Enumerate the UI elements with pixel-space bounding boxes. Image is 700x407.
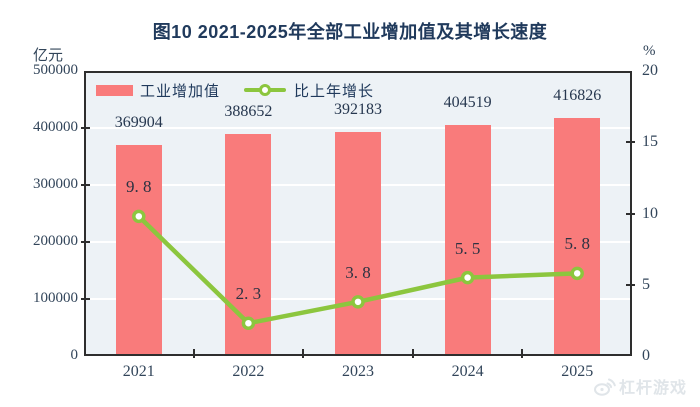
- line-point-label: 5. 5: [454, 238, 481, 258]
- right-axis-tick-label: 0: [642, 347, 650, 364]
- bar-value-label: 388652: [224, 103, 273, 121]
- x-axis-label-2025: 2025: [561, 363, 594, 380]
- x-axis-tick: [411, 349, 414, 358]
- watermark: 杠杆游戏: [594, 374, 687, 398]
- right-axis-tick: [626, 141, 635, 144]
- line-point-label: 9. 8: [126, 177, 152, 197]
- bar-value-label: 369904: [114, 114, 163, 132]
- weibo-icon: [594, 378, 616, 396]
- watermark-text: 杠杆游戏: [619, 380, 688, 397]
- left-axis-tick: [81, 127, 90, 129]
- x-axis-label-2023: 2023: [342, 363, 374, 380]
- y-axis-tick-label: 0: [70, 347, 79, 363]
- right-axis-tick: [626, 212, 635, 215]
- y-axis-tick-label: 200000: [33, 233, 78, 249]
- bar-2023: [335, 132, 381, 354]
- y-axis-tick-label: 500000: [33, 62, 78, 78]
- x-axis-label-2022: 2022: [232, 363, 265, 380]
- left-axis-tick: [81, 241, 90, 243]
- line-point-label: 5. 8: [564, 234, 590, 254]
- right-axis-tick-label: 15: [642, 133, 658, 151]
- right-axis-unit-label: %: [643, 43, 656, 59]
- chart-title: 图10 2021-2025年全部工业增加值及其增长速度: [152, 22, 548, 42]
- x-axis-tick: [192, 349, 195, 358]
- y-axis-tick-label: 300000: [33, 176, 78, 192]
- bar-value-label: 392183: [334, 101, 382, 119]
- legend: 工业增加值 比上年增长: [96, 80, 374, 100]
- left-axis-tick: [81, 184, 90, 186]
- x-axis-label-2021: 2021: [122, 363, 155, 380]
- x-axis-label-2024: 2024: [451, 363, 484, 380]
- right-axis-tick-label: 10: [642, 204, 658, 222]
- right-axis-tick: [626, 283, 635, 286]
- left-axis-unit-label: 亿元: [33, 47, 64, 64]
- gridline: [86, 127, 630, 129]
- line-legend-swatch-icon: [244, 84, 287, 96]
- bar-legend-swatch-icon: [96, 84, 133, 96]
- bar-value-label: 416826: [553, 87, 602, 105]
- line-legend-marker-icon: [259, 84, 272, 96]
- bar-value-label: 404519: [443, 94, 492, 112]
- y-axis-tick-label: 400000: [33, 119, 78, 135]
- y-axis-tick-label: 100000: [33, 290, 78, 306]
- right-axis-tick-label: 20: [642, 62, 658, 79]
- left-axis-tick: [81, 298, 90, 300]
- line-point-label: 2. 3: [235, 284, 262, 304]
- line-point-label: 3. 8: [345, 262, 371, 282]
- bar-2022: [225, 134, 272, 354]
- line-legend-label: 比上年增长: [294, 82, 375, 100]
- bar-legend-label: 工业增加值: [140, 82, 221, 100]
- right-axis-tick-label: 5: [642, 275, 650, 293]
- x-axis-tick: [521, 349, 524, 358]
- x-axis-tick: [302, 349, 305, 358]
